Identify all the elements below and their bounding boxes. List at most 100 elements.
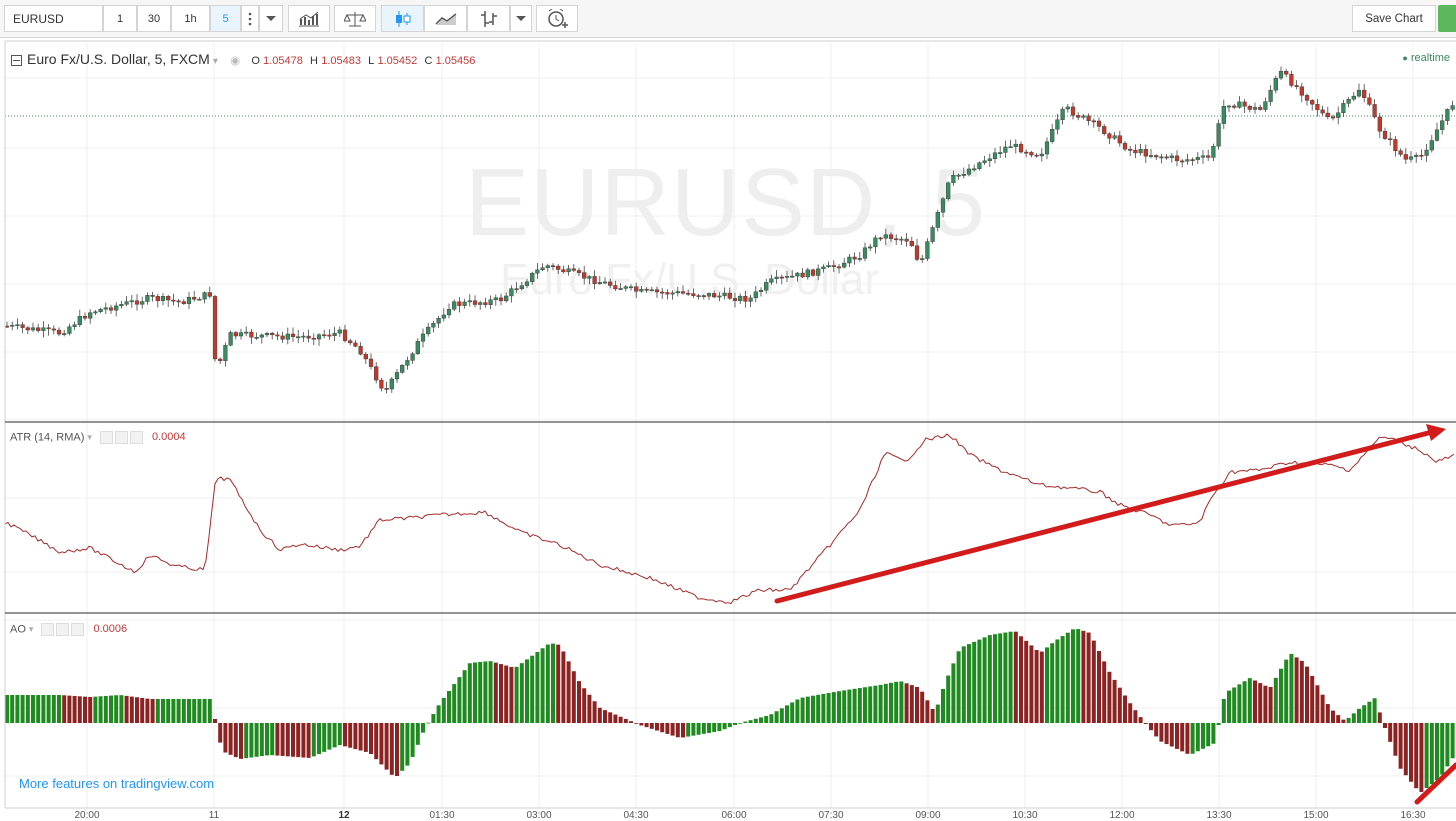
candle-body bbox=[368, 358, 374, 367]
ao-bar bbox=[1445, 723, 1450, 767]
candle-body bbox=[868, 246, 873, 249]
save-chart-button[interactable]: Save Chart bbox=[1352, 5, 1436, 32]
candle-body bbox=[665, 292, 670, 295]
candle-body bbox=[566, 268, 571, 273]
eye-icon[interactable] bbox=[41, 623, 55, 636]
candle-body bbox=[686, 292, 691, 295]
candle-body bbox=[1159, 156, 1164, 159]
atr-legend[interactable]: ATR (14, RMA) ▾ 0.0004 bbox=[10, 431, 186, 444]
candle-body bbox=[982, 160, 987, 163]
ao-bar bbox=[525, 659, 529, 723]
candle-body bbox=[249, 331, 254, 338]
candle-body bbox=[275, 334, 280, 337]
ao-bar bbox=[343, 723, 347, 747]
candle-body bbox=[1310, 100, 1315, 105]
close-icon[interactable] bbox=[71, 623, 85, 636]
candle-body bbox=[98, 308, 103, 313]
candles-icon[interactable] bbox=[381, 5, 424, 32]
more-vert-icon[interactable] bbox=[241, 5, 259, 32]
chevron-down-icon[interactable] bbox=[259, 5, 283, 32]
ao-bar bbox=[1414, 723, 1419, 789]
gear-icon[interactable] bbox=[114, 431, 128, 444]
candle-body bbox=[72, 324, 77, 327]
ao-bar bbox=[1175, 723, 1179, 749]
candle-body bbox=[545, 265, 550, 268]
ao-bar bbox=[535, 652, 540, 723]
candle-body bbox=[1382, 131, 1388, 139]
eye-icon[interactable] bbox=[99, 431, 113, 444]
ao-bar bbox=[176, 699, 181, 723]
ao-bar bbox=[1273, 677, 1278, 723]
alert-icon[interactable] bbox=[536, 5, 578, 32]
candle-body bbox=[1330, 116, 1336, 119]
ao-bar bbox=[83, 696, 87, 723]
candle-body bbox=[940, 198, 946, 213]
ao-bar bbox=[582, 688, 587, 723]
candle-body bbox=[431, 323, 436, 328]
eye-icon[interactable]: ◉ bbox=[230, 55, 241, 67]
bars-icon[interactable] bbox=[467, 5, 510, 32]
tradingview-link[interactable]: More features on tradingview.com bbox=[19, 776, 215, 791]
candle-body bbox=[327, 334, 332, 337]
pane-frames bbox=[4, 40, 1456, 809]
candle-body bbox=[800, 272, 805, 278]
candle-body bbox=[1247, 106, 1252, 110]
candle-body bbox=[207, 292, 212, 297]
candle-body bbox=[88, 312, 93, 319]
ao-bar bbox=[592, 701, 597, 723]
ao-bar bbox=[353, 723, 358, 750]
candle-body bbox=[826, 265, 831, 268]
candle-body bbox=[1034, 154, 1039, 157]
ao-bar bbox=[1450, 723, 1455, 759]
watermark-description: Euro Fx/U.S. Dollar bbox=[500, 255, 879, 304]
candle-body bbox=[774, 276, 779, 280]
close-icon[interactable] bbox=[129, 431, 143, 444]
ao-legend[interactable]: AO ▾ 0.0006 bbox=[10, 623, 128, 636]
ao-bar bbox=[1279, 668, 1283, 723]
candle-body bbox=[1102, 126, 1107, 134]
chart-grid bbox=[5, 43, 1456, 808]
ao-bar bbox=[852, 688, 857, 723]
indicators-icon[interactable] bbox=[288, 5, 330, 32]
gear-icon[interactable] bbox=[56, 623, 70, 636]
interval-5-button[interactable]: 5 bbox=[210, 5, 241, 32]
ao-bar bbox=[722, 723, 727, 730]
main-legend: Euro Fx/U.S. Dollar, 5, FXCM ▾ ◉ O 1.0547… bbox=[11, 51, 475, 67]
ao-bar bbox=[473, 662, 477, 723]
ao-bar bbox=[1008, 631, 1013, 723]
candle-body bbox=[15, 324, 20, 327]
symbol-input[interactable]: EURUSD bbox=[4, 5, 103, 32]
ao-bar bbox=[686, 723, 691, 737]
main-title[interactable]: Euro Fx/U.S. Dollar, 5, FXCM bbox=[27, 51, 210, 67]
l-label: L bbox=[368, 55, 375, 67]
ao-bar bbox=[987, 635, 992, 723]
candle-body bbox=[1445, 109, 1450, 121]
publish-button-edge[interactable] bbox=[1438, 5, 1456, 32]
compare-icon[interactable] bbox=[334, 5, 376, 32]
ao-bar bbox=[1065, 632, 1070, 723]
area-icon[interactable] bbox=[424, 5, 467, 32]
ao-bar bbox=[967, 644, 971, 723]
candle-body bbox=[862, 247, 868, 259]
interval-1-button[interactable]: 1 bbox=[103, 5, 137, 32]
ao-bar bbox=[155, 699, 160, 723]
interval-1h-button[interactable]: 1h bbox=[171, 5, 210, 32]
ao-bar bbox=[447, 691, 451, 723]
ao-bar bbox=[202, 699, 207, 723]
candle-body bbox=[738, 295, 743, 301]
chart-area[interactable] bbox=[0, 38, 1456, 821]
ao-bar bbox=[764, 716, 769, 723]
interval-30-button[interactable]: 30 bbox=[137, 5, 171, 32]
ao-bar bbox=[634, 723, 639, 724]
chart-type-dropdown-icon[interactable] bbox=[510, 5, 532, 32]
ao-bar bbox=[805, 696, 810, 723]
candle-body bbox=[1096, 120, 1102, 127]
ao-bar bbox=[259, 723, 264, 757]
ao-bar bbox=[452, 684, 457, 723]
candle-body bbox=[1128, 149, 1133, 151]
candle-body bbox=[1273, 77, 1278, 91]
collapse-icon[interactable] bbox=[11, 55, 22, 67]
ao-bar bbox=[1190, 723, 1195, 754]
candle-body bbox=[805, 269, 810, 278]
ao-bar bbox=[129, 696, 134, 723]
